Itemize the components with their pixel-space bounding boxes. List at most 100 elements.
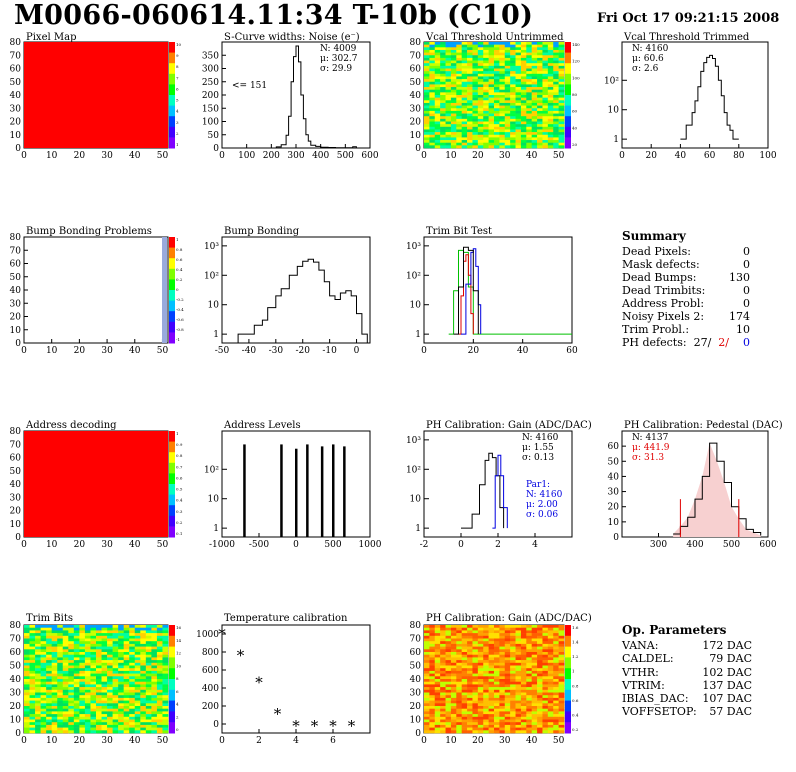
heatmap-cell (57, 652, 64, 655)
heatmap-cell (162, 711, 169, 715)
heatmap-cell (526, 110, 532, 114)
heatmap-cell (472, 706, 479, 709)
y-tick-label: 60 (10, 260, 22, 270)
heatmap-cell (510, 95, 516, 98)
heatmap-cell (483, 137, 489, 141)
heatmap-cell (101, 727, 108, 731)
heatmap-cell (472, 662, 479, 666)
heatmap-cell (553, 654, 559, 658)
heatmap-cell (531, 49, 538, 53)
heatmap-cell (553, 689, 559, 693)
heatmap-cell (499, 60, 506, 64)
heatmap-cell (499, 706, 506, 709)
heatmap-cell (62, 638, 69, 642)
heatmap-cell (483, 700, 489, 704)
heatmap-cell (456, 87, 462, 90)
heatmap-cell (424, 140, 430, 143)
heatmap-cell (520, 97, 527, 101)
heatmap-cell (477, 719, 484, 723)
heatmap-cell (526, 716, 532, 720)
heatmap-cell (118, 714, 124, 718)
heatmap-cell (504, 649, 511, 653)
y-tick-label: 10 (608, 518, 620, 528)
heatmap-cell (29, 627, 36, 631)
scatter-point: * (311, 717, 319, 735)
heatmap-cell (445, 633, 452, 637)
op-parameters-rows: VANA: 172 DAC CALDEL: 79 DAC VTHR: 102 DAC VTR… (622, 639, 752, 718)
y-tick-label: 300 (202, 65, 219, 75)
heatmap-cell (79, 662, 86, 666)
heatmap-cell (140, 711, 147, 715)
heatmap-cell (477, 92, 484, 96)
heatmap-cell (461, 118, 468, 122)
heatmap-cell (24, 695, 30, 699)
heatmap-cell (461, 633, 468, 637)
heatmap-cell (499, 727, 506, 731)
heatmap-cell (499, 71, 506, 75)
heatmap-cell (558, 652, 565, 655)
heatmap-cell (494, 711, 500, 715)
y-tick-label: 200 (202, 702, 219, 712)
heatmap-cell (531, 684, 538, 688)
heatmap-cell (504, 118, 511, 122)
heatmap-cell (461, 145, 468, 149)
heatmap-cell (51, 679, 58, 682)
palette-label: 8 (176, 676, 179, 681)
palette-label: 1.4 (572, 640, 579, 645)
heatmap-cell (434, 714, 441, 718)
palette-swatch (169, 84, 175, 96)
heatmap-cell (29, 724, 36, 728)
heatmap-cell (440, 676, 446, 680)
heatmap-cell (456, 71, 462, 75)
heatmap-cell (520, 654, 527, 658)
heatmap-cell (537, 52, 543, 56)
x-tick-label: 400 (312, 151, 329, 161)
heatmap-cell (456, 100, 462, 104)
heatmap-cell (477, 708, 484, 712)
heatmap-cell (499, 92, 506, 96)
heatmap-cell (46, 730, 52, 734)
heatmap-cell (450, 706, 457, 709)
series-line (453, 246, 479, 335)
heatmap-cell (526, 95, 532, 98)
heatmap-cell (467, 113, 473, 117)
heatmap-cell (510, 110, 516, 114)
heatmap-cell (73, 708, 80, 712)
heatmap-cell (107, 711, 113, 715)
heatmap-cell (494, 97, 500, 101)
heatmap-cell (162, 654, 169, 658)
heatmap-cell (424, 662, 430, 666)
heatmap-cell (553, 722, 559, 726)
heatmap-cell (112, 627, 119, 631)
heatmap-cell (477, 625, 484, 628)
heatmap-cell (96, 697, 102, 701)
heatmap-cell (424, 134, 430, 138)
heatmap-cell (467, 97, 473, 101)
heatmap-cell (553, 719, 559, 723)
heatmap-cell (558, 129, 565, 133)
heatmap-cell (553, 638, 559, 642)
heatmap-cell (488, 692, 495, 696)
heatmap-cell (90, 730, 97, 734)
palette-swatch (169, 311, 175, 323)
heatmap-cell (445, 706, 452, 709)
heatmap-cell (520, 706, 527, 709)
y-tick-label: 40 (10, 91, 22, 101)
heatmap-cell (467, 673, 473, 677)
heatmap-cell (531, 113, 538, 117)
heatmap-cell (101, 649, 108, 653)
heatmap-cell (467, 68, 473, 72)
heatmap-cell (51, 711, 58, 715)
heatmap-cell (440, 687, 446, 691)
heatmap-cell (156, 695, 163, 699)
heatmap-cell (24, 676, 30, 680)
heatmap-cell (29, 635, 36, 639)
heatmap-cell (112, 689, 119, 693)
heatmap-cell (537, 687, 543, 691)
heatmap-cell (531, 100, 538, 104)
heatmap-cell (542, 142, 549, 146)
heatmap-cell (440, 724, 446, 728)
heatmap-cell (57, 630, 64, 634)
palette-swatch (169, 279, 175, 291)
heatmap-cell (488, 140, 495, 143)
